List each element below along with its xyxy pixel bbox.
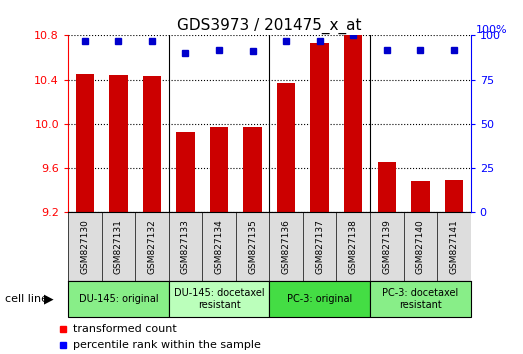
Bar (176, 132, 195, 212)
Bar (168, 281, 269, 317)
Text: GSM827138: GSM827138 (349, 219, 358, 274)
Text: DU-145: original: DU-145: original (78, 294, 158, 304)
Text: GSM827136: GSM827136 (281, 219, 291, 274)
Text: cell line: cell line (5, 294, 48, 304)
Bar (75, 74, 94, 212)
Bar (344, 35, 362, 212)
Text: PC-3: original: PC-3: original (287, 294, 353, 304)
Bar (378, 161, 396, 212)
Bar (370, 281, 471, 317)
Text: PC-3: docetaxel
resistant: PC-3: docetaxel resistant (382, 288, 459, 310)
Text: GSM827130: GSM827130 (80, 219, 89, 274)
Text: GSM827133: GSM827133 (181, 219, 190, 274)
Text: GSM827137: GSM827137 (315, 219, 324, 274)
Text: GSM827141: GSM827141 (449, 219, 459, 274)
Bar (109, 75, 128, 212)
Text: GSM827132: GSM827132 (147, 219, 156, 274)
Bar (243, 127, 262, 212)
Text: ▶: ▶ (44, 293, 54, 306)
Bar (269, 281, 370, 317)
Bar (143, 76, 161, 212)
Text: DU-145: docetaxel
resistant: DU-145: docetaxel resistant (174, 288, 264, 310)
Text: GSM827131: GSM827131 (114, 219, 123, 274)
Text: GSM827140: GSM827140 (416, 219, 425, 274)
Bar (411, 181, 429, 212)
Text: GSM827135: GSM827135 (248, 219, 257, 274)
Bar (445, 180, 463, 212)
Text: GSM827139: GSM827139 (382, 219, 391, 274)
Text: transformed count: transformed count (73, 324, 177, 333)
Text: 100%: 100% (476, 25, 508, 35)
Bar (210, 127, 228, 212)
Text: percentile rank within the sample: percentile rank within the sample (73, 341, 261, 350)
Bar (277, 83, 295, 212)
Text: GSM827134: GSM827134 (214, 219, 223, 274)
Title: GDS3973 / 201475_x_at: GDS3973 / 201475_x_at (177, 18, 361, 34)
Bar (68, 281, 168, 317)
Bar (311, 43, 329, 212)
